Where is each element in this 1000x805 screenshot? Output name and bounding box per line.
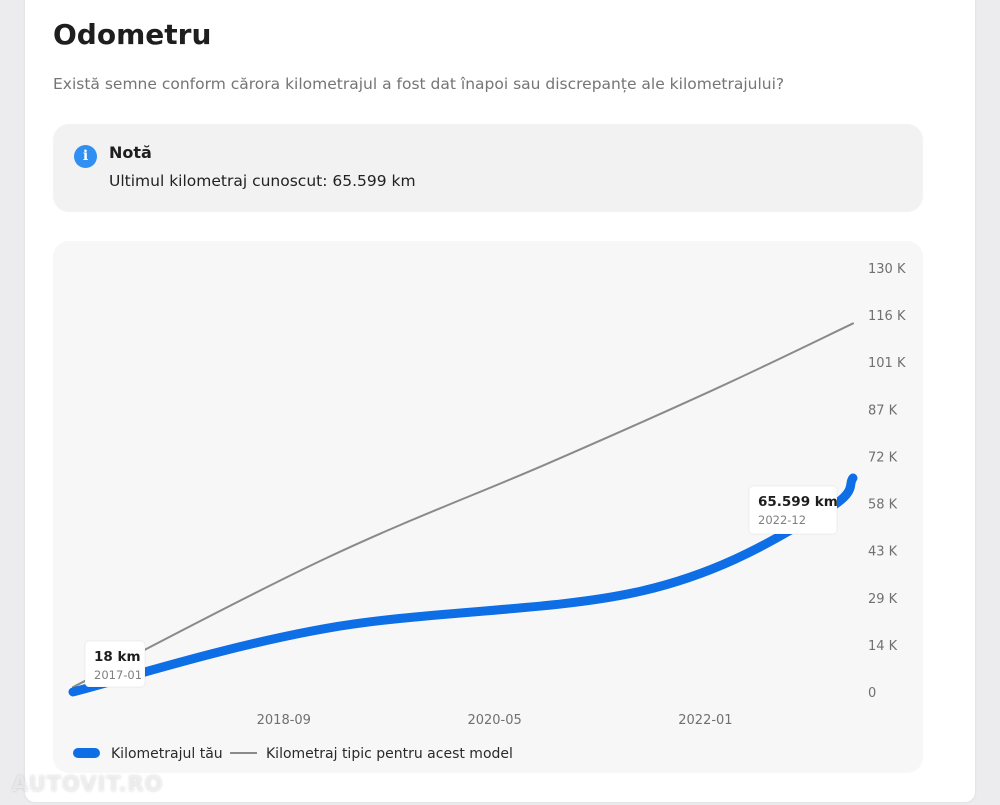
y-tick-label: 14 K [868,639,898,654]
odometer-chart: 0 14 K 29 K 43 K 58 K 72 K 87 K 101 K 116 K 130 K… [53,241,923,773]
watermark-logo: AUTOVIT.RO [12,772,164,796]
x-tick-label: 2020-05 [467,713,521,728]
tooltip-value: 65.599 km [758,494,838,510]
y-tick-label: 58 K [868,498,898,513]
legend-swatch-user [73,748,100,758]
tooltip-box [84,640,146,688]
note-box: i Notă Ultimul kilometraj cunoscut: 65.5… [53,124,923,212]
chart-svg: 0 14 K 29 K 43 K 58 K 72 K 87 K 101 K 116 K 130 K… [68,262,906,762]
tooltip-value: 18 km [94,649,141,665]
note-title: Notă [109,143,152,162]
y-tick-label: 87 K [868,403,898,418]
y-tick-label: 116 K [868,309,906,324]
x-tick-label: 2022-01 [678,713,732,728]
y-tick-label: 43 K [868,545,898,560]
y-tick-label: 72 K [868,450,898,465]
page-title: Odometru [53,18,212,51]
page-subtitle: Există semne conform cărora kilometrajul… [53,75,785,93]
y-tick-label: 101 K [868,356,906,371]
x-tick-label: 2018-09 [257,713,311,728]
series-line-typical-mileage [72,322,854,689]
tooltip-date: 2017-01 [94,668,142,682]
tooltip-box [748,485,838,535]
note-text: Ultimul kilometraj cunoscut: 65.599 km [109,172,416,190]
tooltip-date: 2022-12 [758,513,806,527]
legend-label-user: Kilometrajul tău [111,746,223,762]
legend-label-typical: Kilometraj tipic pentru acest model [266,746,513,762]
y-tick-label: 130 K [868,262,906,277]
series-line-user-mileage [68,473,858,697]
info-icon: i [74,145,97,168]
y-tick-label: 29 K [868,592,898,607]
y-tick-label: 0 [868,686,876,701]
